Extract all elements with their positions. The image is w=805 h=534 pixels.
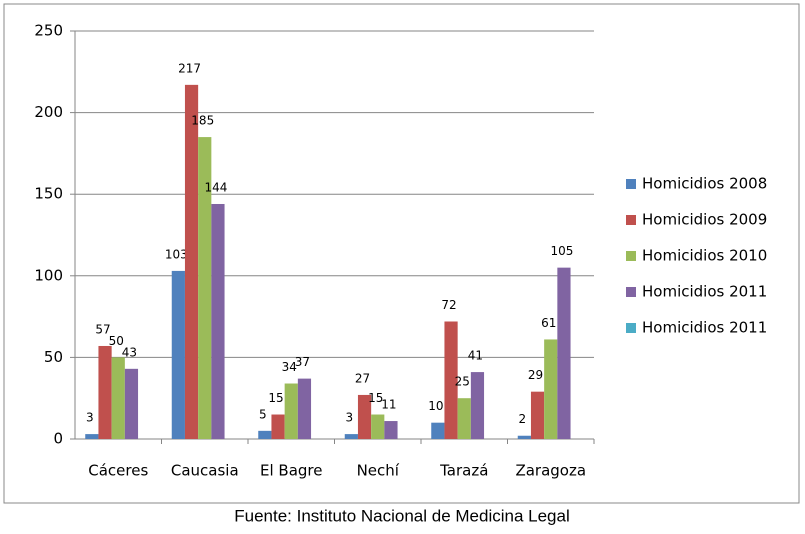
legend-swatch	[626, 251, 636, 261]
data-label: 103	[165, 247, 188, 261]
x-tick-label: Zaragoza	[515, 462, 586, 480]
bar	[111, 357, 125, 439]
data-label: 3	[86, 411, 94, 425]
legend-swatch	[626, 287, 636, 297]
data-label: 10	[428, 399, 443, 413]
bar	[98, 345, 112, 439]
bar	[85, 434, 99, 439]
x-tick-label: Caucasia	[171, 462, 239, 480]
bar	[384, 421, 398, 439]
bar	[258, 430, 272, 439]
data-label: 144	[204, 180, 227, 194]
legend-label: Homicidios 2008	[642, 175, 767, 193]
x-tick-label: Nechí	[357, 462, 400, 480]
data-label: 41	[468, 349, 483, 363]
bar	[371, 414, 385, 439]
data-label: 61	[541, 316, 556, 330]
data-label: 3	[346, 411, 354, 425]
data-label: 37	[295, 355, 310, 369]
bar	[530, 391, 545, 439]
bar	[271, 414, 285, 439]
legend-label: Homicidios 2011	[642, 283, 767, 301]
data-label: 25	[455, 375, 470, 389]
bar	[431, 422, 445, 439]
legend-swatch	[626, 323, 636, 333]
bar	[171, 270, 185, 439]
bar	[284, 383, 298, 439]
bar	[124, 368, 139, 439]
y-tick-label: 150	[34, 185, 63, 203]
bar	[444, 321, 458, 439]
bar	[457, 398, 471, 439]
bar	[470, 372, 485, 439]
bar	[557, 267, 571, 439]
data-label: 185	[191, 114, 214, 128]
bar	[544, 339, 558, 439]
data-label: 27	[355, 371, 370, 385]
y-tick-label: 200	[34, 103, 63, 121]
bar	[344, 434, 358, 439]
bar	[184, 84, 199, 439]
legend-swatch	[626, 215, 636, 225]
bar	[297, 378, 312, 439]
source-note: Fuente: Instituto Nacional de Medicina L…	[234, 506, 569, 525]
data-label: 72	[441, 298, 456, 312]
x-tick-label: Cáceres	[88, 462, 148, 480]
y-tick-label: 250	[34, 22, 63, 40]
data-label: 43	[122, 345, 137, 359]
y-tick-label: 50	[44, 348, 63, 366]
data-label: 5	[259, 407, 267, 421]
legend-swatch	[626, 179, 636, 189]
data-label: 50	[109, 334, 124, 348]
data-label: 57	[95, 322, 110, 336]
data-label: 105	[550, 244, 573, 258]
chart-border	[3, 3, 800, 504]
legend-label: Homicidios 2009	[642, 211, 767, 229]
data-label: 2	[519, 412, 527, 426]
legend-label: Homicidios 2011	[642, 319, 767, 337]
x-tick-label: Tarazá	[439, 462, 488, 480]
bar	[357, 394, 372, 439]
legend-label: Homicidios 2010	[642, 247, 767, 265]
bar	[198, 137, 212, 439]
data-label: 29	[528, 368, 543, 382]
data-label: 15	[368, 391, 383, 405]
data-label: 11	[381, 398, 396, 412]
x-tick-label: El Bagre	[260, 462, 322, 480]
bar	[517, 435, 531, 439]
data-label: 217	[178, 61, 201, 75]
y-tick-label: 100	[34, 266, 63, 284]
y-tick-label: 0	[53, 430, 63, 448]
data-label: 34	[282, 360, 297, 374]
data-label: 15	[268, 391, 283, 405]
bar	[211, 203, 225, 439]
